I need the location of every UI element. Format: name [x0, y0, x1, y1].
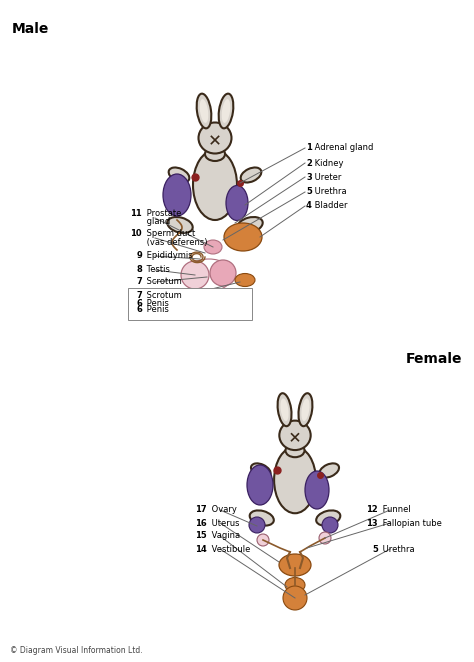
Ellipse shape — [241, 167, 261, 183]
Circle shape — [181, 261, 209, 289]
Text: Testis: Testis — [144, 265, 170, 275]
Text: © Diagram Visual Information Ltd.: © Diagram Visual Information Ltd. — [10, 646, 143, 655]
Text: 9: 9 — [136, 252, 142, 261]
Ellipse shape — [222, 99, 230, 123]
Ellipse shape — [200, 99, 208, 123]
Ellipse shape — [226, 185, 248, 220]
Text: Fallopian tube: Fallopian tube — [380, 518, 442, 528]
Ellipse shape — [251, 463, 271, 477]
Text: 13: 13 — [366, 518, 378, 528]
Text: Sperm duct: Sperm duct — [144, 228, 195, 238]
Text: gland: gland — [144, 218, 170, 226]
Ellipse shape — [224, 223, 262, 251]
Ellipse shape — [285, 577, 305, 592]
Text: 15: 15 — [195, 532, 207, 540]
Text: Urethra: Urethra — [311, 187, 346, 197]
Text: Kidney: Kidney — [311, 158, 343, 167]
Circle shape — [249, 517, 265, 533]
Ellipse shape — [301, 399, 310, 421]
Text: Ovary: Ovary — [209, 506, 237, 514]
Text: Penis: Penis — [144, 305, 169, 314]
Ellipse shape — [279, 554, 311, 576]
Text: 8: 8 — [136, 265, 142, 275]
Ellipse shape — [237, 217, 263, 233]
Text: 5: 5 — [306, 187, 312, 197]
Text: 10: 10 — [130, 228, 142, 238]
Circle shape — [319, 532, 331, 544]
Ellipse shape — [319, 463, 339, 477]
Text: Urethra: Urethra — [380, 545, 415, 553]
Circle shape — [257, 534, 269, 546]
Ellipse shape — [274, 447, 316, 513]
Text: 14: 14 — [195, 545, 207, 553]
Ellipse shape — [305, 471, 329, 509]
Ellipse shape — [279, 420, 310, 450]
Ellipse shape — [316, 510, 340, 526]
Text: 7: 7 — [136, 291, 142, 299]
Ellipse shape — [281, 399, 289, 421]
Ellipse shape — [199, 122, 231, 154]
Ellipse shape — [285, 444, 304, 457]
Ellipse shape — [169, 167, 189, 183]
Text: Male: Male — [12, 22, 49, 36]
Text: 17: 17 — [195, 506, 207, 514]
Ellipse shape — [167, 217, 193, 233]
Text: Epididymis: Epididymis — [144, 252, 192, 261]
Text: (vas deferens): (vas deferens) — [144, 238, 208, 246]
Text: 16: 16 — [195, 518, 207, 528]
Circle shape — [210, 260, 236, 286]
Text: 4: 4 — [306, 201, 312, 211]
Ellipse shape — [250, 510, 274, 526]
Text: 1: 1 — [306, 144, 312, 152]
Text: Scrotum: Scrotum — [144, 291, 182, 299]
Text: Uterus: Uterus — [209, 518, 239, 528]
Text: Vagina: Vagina — [209, 532, 240, 540]
Circle shape — [322, 517, 338, 533]
FancyBboxPatch shape — [128, 288, 252, 320]
Text: 7: 7 — [136, 277, 142, 287]
Ellipse shape — [193, 150, 237, 220]
Text: 6: 6 — [136, 299, 142, 308]
Ellipse shape — [299, 393, 312, 426]
Text: Scrotum: Scrotum — [144, 277, 182, 287]
Ellipse shape — [219, 93, 233, 128]
Ellipse shape — [204, 240, 222, 254]
Circle shape — [283, 586, 307, 610]
Text: Female: Female — [405, 352, 462, 366]
Text: Prostate: Prostate — [144, 209, 182, 218]
Text: Vestibule: Vestibule — [209, 545, 250, 553]
Text: Adrenal gland: Adrenal gland — [311, 144, 373, 152]
Ellipse shape — [163, 174, 191, 216]
Ellipse shape — [235, 273, 255, 287]
Text: 11: 11 — [130, 209, 142, 218]
Text: 6: 6 — [136, 305, 142, 314]
Ellipse shape — [197, 93, 211, 128]
Ellipse shape — [247, 465, 273, 505]
Ellipse shape — [205, 147, 225, 161]
Text: Ureter: Ureter — [311, 173, 341, 181]
Ellipse shape — [278, 393, 292, 426]
Text: 12: 12 — [366, 506, 378, 514]
Text: 3: 3 — [306, 173, 312, 181]
Text: Funnel: Funnel — [380, 506, 411, 514]
Text: Bladder: Bladder — [311, 201, 347, 211]
Text: 2: 2 — [306, 158, 312, 167]
Text: 5: 5 — [372, 545, 378, 553]
Text: Penis: Penis — [144, 299, 169, 308]
